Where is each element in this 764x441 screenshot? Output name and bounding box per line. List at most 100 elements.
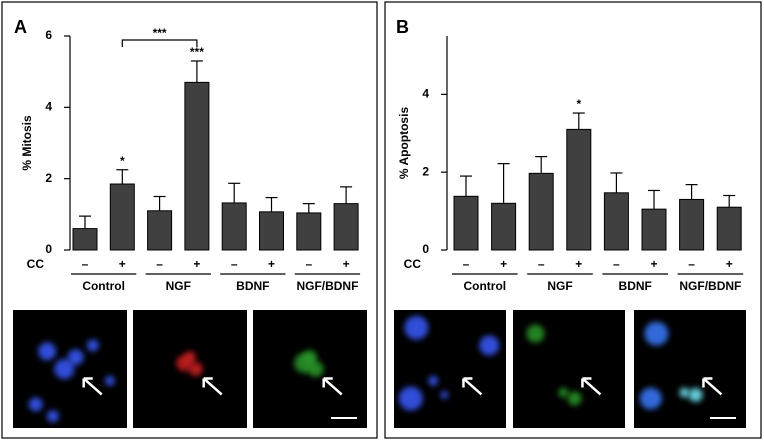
x-tick-label: – — [688, 257, 695, 271]
significance-label: * — [576, 97, 581, 111]
bar — [259, 211, 284, 251]
x-tick-label: – — [231, 257, 238, 271]
x-tick-label: + — [268, 257, 275, 271]
cell — [67, 349, 84, 366]
y-axis-label: % Apoptosis — [397, 107, 411, 180]
category-axis-label: CC — [27, 257, 45, 271]
bar — [453, 195, 479, 251]
group-label: NGF/BDNF — [296, 279, 358, 293]
bar — [221, 202, 247, 251]
group-label: BDNF — [619, 279, 652, 293]
bar — [566, 128, 592, 251]
bar — [679, 198, 705, 251]
y-tick-label: 2 — [45, 171, 52, 185]
y-tick-label: 0 — [45, 242, 52, 256]
bar — [147, 210, 173, 251]
cell — [479, 335, 500, 356]
x-tick-label: – — [613, 257, 620, 271]
cell — [307, 361, 324, 377]
x-tick-label: + — [119, 257, 126, 271]
category-axis-label: CC — [404, 257, 422, 271]
y-tick-label: 0 — [422, 242, 429, 256]
cell — [38, 342, 57, 361]
x-tick-label: – — [538, 257, 545, 271]
y-axis-label: % Mitosis — [20, 115, 34, 171]
bar — [333, 203, 359, 251]
bar — [641, 208, 667, 251]
arrow — [202, 377, 223, 396]
arrow — [462, 377, 483, 396]
bracket-label: *** — [153, 26, 167, 40]
cell — [398, 386, 423, 411]
micrograph-label: Bisb. — [97, 317, 119, 328]
y-tick-label: 2 — [422, 164, 429, 178]
significance-bracket — [121, 39, 198, 47]
cell — [440, 390, 449, 399]
cell — [188, 362, 203, 376]
group-label: BDNF — [236, 279, 269, 293]
x-tick-label: + — [500, 257, 507, 271]
group-label: NGF — [547, 279, 572, 293]
arrow — [702, 377, 723, 396]
micrograph: pH3 — [133, 310, 247, 428]
micrograph-label: EGFP — [590, 317, 618, 328]
group-label: Control — [82, 279, 125, 293]
x-tick-label: – — [82, 257, 89, 271]
bar — [491, 202, 517, 251]
micrograph: Merge — [634, 310, 746, 428]
bar — [716, 206, 742, 251]
y-tick-label: 4 — [422, 87, 429, 101]
cell — [558, 387, 569, 398]
group-label: NGF — [166, 279, 191, 293]
cell — [54, 359, 75, 379]
cell — [184, 351, 196, 364]
panel-border — [384, 1, 762, 439]
y-tick-label: 6 — [45, 28, 52, 42]
bar — [603, 192, 629, 251]
group-label: NGF/BDNF — [679, 279, 741, 293]
micrograph: EGFP — [513, 310, 625, 428]
arrow — [82, 377, 103, 396]
significance-label: *** — [190, 45, 204, 59]
x-tick-label: + — [726, 257, 733, 271]
micrograph-label: EGFP — [332, 317, 360, 328]
panel-border — [1, 1, 378, 439]
micrograph-label: pH3 — [221, 317, 240, 328]
bar — [109, 183, 135, 251]
bar — [296, 212, 322, 251]
micrograph-label: Merge — [710, 317, 739, 328]
panel-label: A — [14, 17, 27, 37]
micrograph-label: Bisb. — [476, 317, 498, 328]
cell — [679, 387, 690, 398]
x-tick-label: + — [343, 257, 350, 271]
micrograph: Bisb. — [394, 310, 506, 428]
x-tick-label: + — [650, 257, 657, 271]
cell — [688, 387, 703, 402]
y-tick-label: 4 — [45, 100, 52, 114]
cell — [303, 350, 317, 365]
cell — [86, 339, 99, 352]
cell — [639, 387, 662, 410]
bar — [184, 81, 210, 251]
group-label: Control — [463, 279, 506, 293]
micrograph: Bisb. — [13, 310, 127, 428]
bar — [72, 228, 98, 251]
x-tick-label: – — [156, 257, 163, 271]
cell — [526, 324, 545, 343]
cell — [104, 375, 115, 386]
cell — [404, 315, 429, 340]
x-tick-label: – — [463, 257, 470, 271]
cell — [28, 397, 43, 412]
micrograph: EGFP — [253, 310, 367, 428]
cell — [567, 391, 582, 406]
x-tick-label: + — [193, 257, 200, 271]
cell — [46, 410, 59, 423]
arrow — [581, 377, 602, 396]
x-tick-label: – — [305, 257, 312, 271]
cell — [644, 321, 669, 346]
arrow — [322, 377, 343, 396]
x-tick-label: + — [575, 257, 582, 271]
significance-label: * — [120, 154, 125, 168]
cell — [428, 375, 439, 386]
